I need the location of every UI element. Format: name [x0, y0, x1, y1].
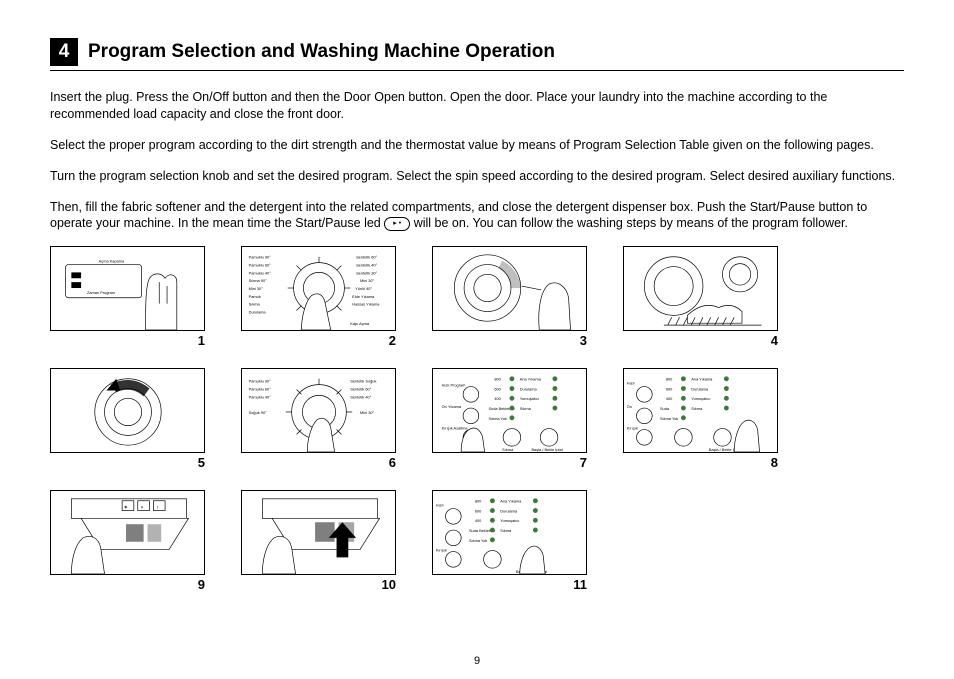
svg-text:Ana Yıkama: Ana Yıkama: [691, 377, 713, 382]
svg-text:Durulama: Durulama: [249, 310, 267, 315]
svg-text:Sıkma Yok: Sıkma Yok: [489, 416, 507, 421]
svg-text:Yumuşatıcı: Yumuşatıcı: [691, 396, 710, 401]
svg-text:Sentetik Soğuk: Sentetik Soğuk: [350, 379, 376, 384]
svg-text:Ana Yıkama: Ana Yıkama: [500, 499, 522, 504]
svg-text:Yünlü 40°: Yünlü 40°: [355, 286, 372, 291]
svg-text:600: 600: [475, 509, 482, 514]
svg-text:800: 800: [475, 499, 482, 504]
figure-3: 3: [432, 246, 587, 348]
start-pause-led-icon: [384, 217, 410, 231]
figure-7: Hızlı Program Ön Yıkama Kırışık Azaltma …: [432, 368, 587, 470]
svg-text:Yumuşatıcı: Yumuşatıcı: [500, 518, 519, 523]
figure-number: 6: [389, 455, 396, 470]
svg-text:Ön: Ön: [627, 404, 632, 409]
svg-text:Hızlı: Hızlı: [436, 503, 444, 508]
figure-5: 5: [50, 368, 205, 470]
intro-paragraph-4: Then, fill the fabric softener and the d…: [50, 199, 904, 233]
figure-10: 10: [241, 490, 396, 592]
svg-text:600: 600: [666, 387, 673, 392]
svg-text:Sıkma Yok: Sıkma Yok: [469, 538, 487, 543]
svg-text:Yumuşatıcı: Yumuşatıcı: [520, 396, 539, 401]
svg-text:Pamuklu 60°: Pamuklu 60°: [249, 387, 272, 392]
svg-text:400: 400: [475, 518, 482, 523]
svg-text:Hassas Yıkama: Hassas Yıkama: [352, 302, 380, 307]
svg-text:Pamuk: Pamuk: [249, 294, 261, 299]
figure-number: 11: [573, 577, 587, 592]
section-number-badge: 4: [50, 38, 78, 66]
intro-paragraph-3: Turn the program selection knob and set …: [50, 168, 904, 185]
svg-text:Sıkma 90°: Sıkma 90°: [249, 278, 267, 283]
figure-1: Açma Kapama Zaman Program 1: [50, 246, 205, 348]
svg-text:Durulama: Durulama: [691, 387, 709, 392]
section-header: 4 Program Selection and Washing Machine …: [50, 38, 904, 71]
svg-text:Kırışık: Kırışık: [627, 426, 638, 431]
svg-text:400: 400: [494, 396, 501, 401]
svg-text:Başla / Bekle İptal: Başla / Bekle İptal: [531, 447, 562, 452]
figure-number: 8: [771, 455, 778, 470]
svg-text:Ön Yıkama: Ön Yıkama: [442, 404, 462, 409]
svg-text:Sentetik 60°: Sentetik 60°: [350, 387, 371, 392]
svg-text:Pamuklu 90°: Pamuklu 90°: [249, 379, 272, 384]
svg-text:Sıkma Yok: Sıkma Yok: [660, 416, 678, 421]
svg-text:Açma Kapama: Açma Kapama: [99, 259, 125, 264]
svg-text:Mini 30°: Mini 30°: [249, 286, 264, 291]
svg-text:800: 800: [494, 377, 501, 382]
svg-text:Zaman Program: Zaman Program: [87, 290, 115, 295]
svg-text:Elde Yıkama: Elde Yıkama: [352, 294, 375, 299]
svg-text:Durulama: Durulama: [500, 509, 518, 514]
svg-text:Pamuklu 40°: Pamuklu 40°: [249, 395, 272, 400]
intro-paragraph-2: Select the proper program according to t…: [50, 137, 904, 154]
svg-text:Pamuklu 60°: Pamuklu 60°: [249, 263, 272, 268]
svg-text:Pamuklu 40°: Pamuklu 40°: [249, 271, 272, 276]
svg-text:Sentetik 60°: Sentetik 60°: [356, 255, 377, 260]
svg-text:Mini 30°: Mini 30°: [360, 410, 375, 415]
figure-4: 4: [623, 246, 778, 348]
figure-number: 10: [382, 577, 396, 592]
svg-text:Mini 30°: Mini 30°: [360, 278, 375, 283]
svg-text:Sentetik 40°: Sentetik 40°: [350, 395, 371, 400]
p4-part-b: will be on. You can follow the washing s…: [414, 216, 848, 230]
svg-text:Kırışık Azaltma: Kırışık Azaltma: [442, 426, 469, 431]
svg-text:Hızlı: Hızlı: [627, 381, 635, 386]
svg-text:II: II: [141, 505, 143, 510]
svg-text:Kırışık: Kırışık: [436, 548, 447, 553]
svg-text:400: 400: [666, 396, 673, 401]
figure-2: Pamuklu 90° Sentetik 60° Pamuklu 60° Sente…: [241, 246, 396, 348]
svg-text:600: 600: [494, 387, 501, 392]
figure-number: 3: [580, 333, 587, 348]
svg-text:Sıkma: Sıkma: [502, 447, 514, 452]
svg-text:Ana Yıkama: Ana Yıkama: [520, 377, 542, 382]
svg-text:Sıkma: Sıkma: [520, 406, 532, 411]
svg-text:Sentetik 40°: Sentetik 40°: [356, 263, 377, 268]
figure-8: Hızlı Ön Kırışık 800 Ana Yıkama 600 Durula…: [623, 368, 778, 470]
page-number: 9: [474, 655, 480, 667]
svg-text:Sentetik 30°: Sentetik 30°: [356, 271, 377, 276]
figure-number: 7: [580, 455, 587, 470]
svg-text:Sıkma: Sıkma: [249, 302, 261, 307]
svg-text:Sıkma: Sıkma: [500, 528, 512, 533]
svg-text:I: I: [157, 505, 158, 510]
svg-text:Pamuklu 90°: Pamuklu 90°: [249, 255, 272, 260]
figure-number: 4: [771, 333, 778, 348]
svg-text:Hızlı Program: Hızlı Program: [442, 383, 466, 388]
svg-text:800: 800: [666, 377, 673, 382]
section-title: Program Selection and Washing Machine Op…: [88, 41, 555, 63]
svg-text:Kapı Açma: Kapı Açma: [350, 321, 370, 326]
figure-6: Pamuklu 90° Sentetik Soğuk Pamuklu 60° Sen…: [241, 368, 396, 470]
intro-paragraph-1: Insert the plug. Press the On/Off button…: [50, 89, 904, 123]
svg-text:Suda: Suda: [660, 406, 670, 411]
figure-11: Hızlı Kırışık 800Ana Yıkama 600Durulama …: [432, 490, 587, 592]
figure-number: 5: [198, 455, 205, 470]
svg-text:Soğuk 90°: Soğuk 90°: [249, 410, 267, 415]
figure-number: 1: [198, 333, 205, 348]
figure-9: ❋ II I 9: [50, 490, 205, 592]
figure-number: 2: [389, 333, 396, 348]
svg-text:Sıkma: Sıkma: [691, 406, 703, 411]
figure-number: 9: [198, 577, 205, 592]
svg-text:Durulama: Durulama: [520, 387, 538, 392]
figure-grid: Açma Kapama Zaman Program 1 Pamuklu 90° S…: [50, 246, 904, 592]
